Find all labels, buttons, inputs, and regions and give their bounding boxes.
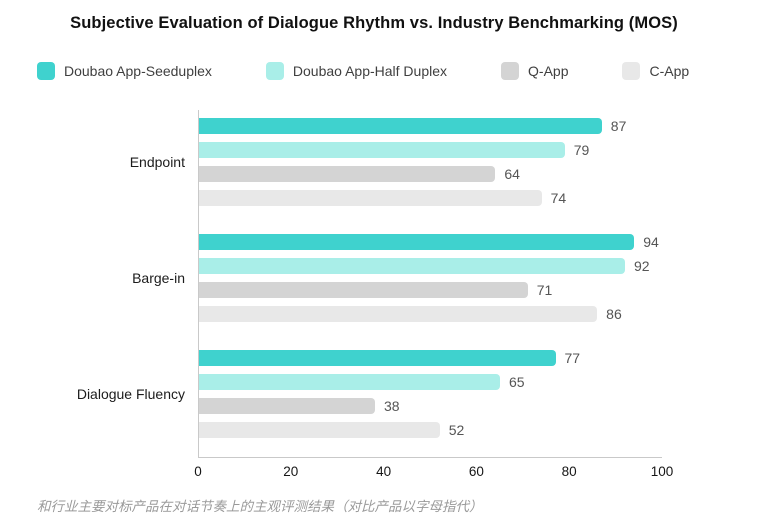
bar-group-endpoint: 87 79 64 74 xyxy=(199,118,662,206)
legend-swatch-icon xyxy=(622,62,641,80)
bar-q-app-barge-in xyxy=(199,282,528,298)
bar-row: 79 xyxy=(199,142,662,158)
x-tick-80: 80 xyxy=(561,464,577,479)
value-label: 71 xyxy=(536,282,553,298)
legend-item-q-app: Q-App xyxy=(501,62,568,80)
value-label: 94 xyxy=(643,234,659,250)
chart-title: Subjective Evaluation of Dialogue Rhythm… xyxy=(70,14,678,32)
bar-c-app-dialogue-fluency xyxy=(199,422,440,438)
bar-doubao-app-seeduplex-dialogue-fluency xyxy=(199,350,556,366)
value-label: 74 xyxy=(550,190,567,206)
bar-row: 77 xyxy=(199,350,662,366)
legend-swatch-icon xyxy=(501,62,520,80)
bar-row: 94 xyxy=(199,234,662,250)
x-tick-60: 60 xyxy=(468,464,484,479)
legend-item-doubao-app-half-duplex: Doubao App-Half Duplex xyxy=(265,62,448,80)
bar-group-barge-in: 94 92 71 86 xyxy=(199,234,662,322)
value-label: 77 xyxy=(564,350,581,366)
category-label-barge-in: Barge-in xyxy=(132,270,185,286)
legend-label: Doubao App-Half Duplex xyxy=(292,63,448,79)
bar-row: 86 xyxy=(199,306,662,322)
legend-label: Q-App xyxy=(528,63,569,79)
legend-item-c-app: C-App xyxy=(622,62,689,80)
bar-row: 65 xyxy=(199,374,662,390)
x-tick-100: 100 xyxy=(650,464,674,479)
category-label-endpoint: Endpoint xyxy=(129,154,185,170)
bar-row: 38 xyxy=(199,398,662,414)
value-label: 64 xyxy=(504,166,520,182)
bar-row: 64 xyxy=(199,166,662,182)
legend-label: C-App xyxy=(649,63,690,79)
legend-swatch-icon xyxy=(265,62,284,80)
value-label: 87 xyxy=(610,118,627,134)
bar-row: 52 xyxy=(199,422,662,438)
bar-c-app-barge-in xyxy=(199,306,598,322)
chart-caption: 和行业主要对标产品在对话节奏上的主观评测结果（对比产品以字母指代） xyxy=(37,499,483,514)
bar-row: 74 xyxy=(199,190,662,206)
bar-doubao-app-half-duplex-endpoint xyxy=(199,142,565,158)
value-label: 79 xyxy=(573,142,590,158)
x-tick-40: 40 xyxy=(376,464,392,479)
category-labels: Endpoint Barge-in Dialogue Fluency xyxy=(0,110,185,458)
x-tick-0: 0 xyxy=(194,464,202,479)
value-label: 92 xyxy=(633,258,650,274)
value-label: 86 xyxy=(606,306,622,322)
bar-q-app-dialogue-fluency xyxy=(199,398,375,414)
bar-row: 71 xyxy=(199,282,662,298)
bar-doubao-app-half-duplex-dialogue-fluency xyxy=(199,374,500,390)
value-label: 38 xyxy=(383,398,400,414)
value-label: 52 xyxy=(448,422,465,438)
legend: Doubao App-Seeduplex Doubao App-Half Dupl… xyxy=(37,62,689,80)
plot-area: 87 79 64 74 94 92 71 86 77 65 38 52 xyxy=(198,110,662,458)
category-label-dialogue-fluency: Dialogue Fluency xyxy=(76,386,185,402)
legend-item-doubao-app-seeduplex: Doubao App-Seeduplex xyxy=(37,62,212,80)
bar-doubao-app-half-duplex-barge-in xyxy=(199,258,625,274)
bar-doubao-app-seeduplex-endpoint xyxy=(199,118,602,134)
x-axis-ticks: 0 20 40 60 80 100 xyxy=(194,464,673,482)
legend-swatch-icon xyxy=(37,62,55,80)
bar-group-dialogue-fluency: 77 65 38 52 xyxy=(199,350,662,438)
bar-q-app-endpoint xyxy=(199,166,496,182)
bar-c-app-endpoint xyxy=(199,190,542,206)
x-tick-20: 20 xyxy=(283,464,299,479)
bar-row: 92 xyxy=(199,258,662,274)
legend-label: Doubao App-Seeduplex xyxy=(64,63,212,79)
bar-row: 87 xyxy=(199,118,662,134)
value-label: 65 xyxy=(508,374,525,390)
bar-doubao-app-seeduplex-barge-in xyxy=(199,234,635,250)
